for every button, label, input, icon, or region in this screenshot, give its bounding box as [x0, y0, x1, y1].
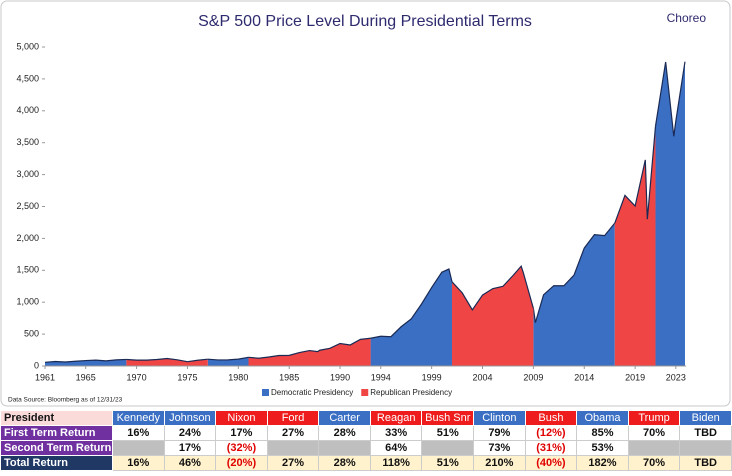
return-cell [266, 440, 320, 456]
y-tick-label: 2,000 [16, 233, 39, 243]
x-tick-label: 1970 [127, 372, 147, 382]
return-cell: 24% [163, 425, 217, 441]
brand: Choreo [667, 11, 707, 25]
y-tick-label: 5,000 [16, 41, 39, 51]
return-cell: 16% [112, 455, 165, 471]
president-name: Biden [679, 410, 732, 426]
y-tick-label: 1,500 [16, 265, 39, 275]
chart-title: S&P 500 Price Level During Presidential … [198, 13, 532, 30]
source-note: Data Source: Bloomberg as of 12/31/23 [8, 397, 123, 404]
return-cell: 51% [421, 425, 475, 441]
return-row: Second Term Return 17% (32%) 64% 73% (31%) 53% [0, 440, 732, 456]
returns-table: President Kennedy Johnson Nixon Ford Carter Re… [0, 410, 732, 471]
president-name: Johnson [163, 410, 217, 426]
x-tick-label: 1965 [76, 372, 96, 382]
return-cell: 85% [576, 425, 629, 441]
row-label: Total Return [0, 455, 113, 471]
return-cell: 27% [266, 455, 320, 471]
y-tick-label: 500 [24, 328, 39, 338]
return-cell: 118% [369, 455, 423, 471]
area [126, 126, 656, 366]
return-cell [627, 440, 681, 456]
return-cell: (20%) [215, 455, 268, 471]
return-cell: 51% [421, 455, 475, 471]
return-cell: (40%) [524, 455, 578, 471]
return-cell: 64% [369, 440, 423, 456]
return-row: Total Return 16% 46% (20%) 27% 28% 118% 51% 210%… [0, 455, 732, 471]
return-cell: 79% [473, 425, 526, 441]
president-name: Ford [266, 410, 320, 426]
x-tick-label: 2004 [472, 372, 492, 382]
row-label: Second Term Return [0, 440, 113, 456]
y-tick-label: 2,500 [16, 201, 39, 211]
legend-label: Democratic Presidency [271, 388, 353, 397]
x-tick-label: 1985 [279, 372, 299, 382]
area-outline [44, 61, 686, 363]
return-cell: 33% [369, 425, 423, 441]
return-cell: 182% [576, 455, 629, 471]
return-cell: (12%) [524, 425, 578, 441]
return-cell: 70% [627, 455, 681, 471]
x-tick-label: 2009 [523, 372, 543, 382]
president-name: Reagan [369, 410, 423, 426]
president-name: Kennedy [112, 410, 165, 426]
return-cell: TBD [679, 425, 732, 441]
y-tick-label: 3,000 [16, 169, 39, 179]
y-tick-label: 4,000 [16, 105, 39, 115]
return-cell: 28% [318, 455, 371, 471]
return-cell: 16% [112, 425, 165, 441]
x-tick-label: 1980 [228, 372, 248, 382]
president-name: Clinton [473, 410, 526, 426]
return-cell: 210% [473, 455, 526, 471]
chart: S&P 500 Price Level During Presidential … [0, 0, 731, 407]
y-tick-label: 4,500 [16, 73, 39, 83]
president-name: Carter [318, 410, 371, 426]
return-row: First Term Return 16% 24% 17% 27% 28% 33% 51% 79… [0, 425, 732, 441]
return-cell: 28% [318, 425, 371, 441]
return-cell [679, 440, 732, 456]
return-cell: 70% [627, 425, 681, 441]
return-cell: 53% [576, 440, 629, 456]
legend-label: Republican Presidency [370, 388, 452, 397]
return-cell: (32%) [215, 440, 268, 456]
return-cell: 46% [163, 455, 217, 471]
header-row: President Kennedy Johnson Nixon Ford Carter Re… [0, 410, 732, 426]
president-name: Nixon [215, 410, 268, 426]
return-cell: 27% [266, 425, 320, 441]
president-name: Obama [576, 410, 629, 426]
x-tick-label: 2019 [625, 372, 645, 382]
legend-swatch [262, 389, 269, 396]
return-cell: 17% [163, 440, 217, 456]
x-tick-label: 1994 [371, 372, 391, 382]
x-tick-label: 1975 [177, 372, 197, 382]
return-cell [318, 440, 371, 456]
x-tick-label: 2023 [666, 372, 686, 382]
x-tick-label: 2014 [574, 372, 594, 382]
x-tick-label: 1990 [330, 372, 350, 382]
president-name: Bush Snr [421, 410, 475, 426]
return-cell: TBD [679, 455, 732, 471]
return-cell: 73% [473, 440, 526, 456]
area-outline [126, 126, 657, 363]
header-label: President [0, 410, 113, 426]
return-cell: (31%) [524, 440, 578, 456]
return-cell: 17% [215, 425, 268, 441]
x-tick-label: 1961 [35, 372, 55, 382]
president-name: Trump [627, 410, 681, 426]
president-name: Bush [524, 410, 578, 426]
row-label: First Term Return [0, 425, 113, 441]
legend-swatch [361, 389, 369, 396]
y-tick-label: 3,500 [16, 137, 39, 147]
y-tick-label: 0 [34, 360, 39, 370]
x-tick-label: 1999 [422, 372, 442, 382]
return-cell [421, 440, 475, 456]
return-cell [112, 440, 165, 456]
y-tick-label: 1,000 [16, 297, 39, 307]
